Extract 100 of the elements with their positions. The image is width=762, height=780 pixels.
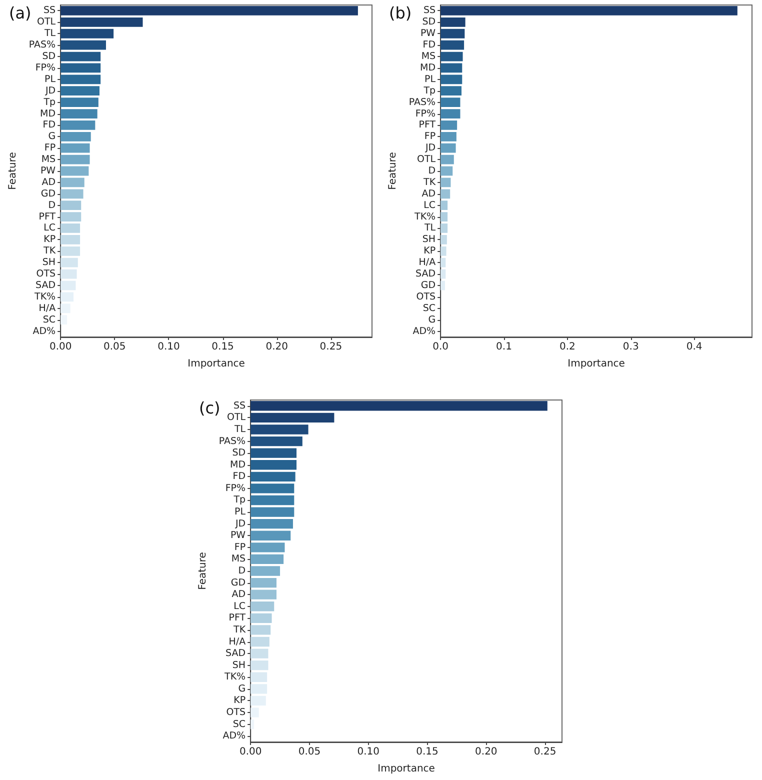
y-tick-label: AD% [32,326,56,337]
y-tick-label: TK% [34,291,56,302]
y-tick-label: D [48,200,56,211]
bar [250,401,548,411]
y-tick-label: KP [424,246,436,257]
y-tick-label: OTL [37,16,56,28]
bar [60,178,84,188]
y-axis-title: Feature [388,152,398,190]
bar [440,98,460,108]
bar [60,292,74,302]
y-tick-label: TL [43,28,56,40]
y-tick-label: SC [422,302,436,314]
bar [250,578,276,588]
bar [60,166,89,176]
y-tick-label: SAD [36,280,56,291]
y-tick-label: SH [42,257,56,268]
x-tick-label: 0.0 [432,342,449,352]
bar [60,212,82,222]
x-tick-label: 0.05 [104,342,126,352]
bar [250,602,274,612]
x-tick-label: 0.15 [416,746,438,758]
x-axis-title: Importance [378,764,435,774]
bar [250,719,254,730]
bar [440,166,453,176]
chart-title: (c) [199,398,220,418]
y-tick-label: FP [234,542,246,553]
y-tick-label: Tp [232,494,246,506]
x-tick-label: 0.00 [49,342,72,352]
bar [250,554,284,564]
y-tick-label: SS [234,400,246,412]
y-tick-label: KP [44,234,56,246]
y-tick-label: SS [424,5,436,16]
bar [440,52,463,62]
y-tick-label: MS [421,51,436,62]
y-tick-label: FP [424,131,436,142]
y-tick-label: SC [42,314,56,326]
bar [60,258,78,268]
y-tick-label: Tp [42,96,56,108]
bar [60,280,76,290]
bar [60,189,84,199]
y-tick-label: JD [44,85,56,96]
bar [440,28,465,38]
y-tick-label: OTL [417,154,436,166]
bar [250,518,293,529]
bar [60,269,77,279]
x-tick-label: 0.25 [320,342,342,352]
y-tick-label: Tp [422,85,436,96]
y-tick-label: G [48,131,56,142]
y-tick-label: D [238,566,246,576]
y-tick-label: PFT [418,120,436,131]
y-tick-label: AD% [222,730,246,742]
y-tick-label: H/A [228,636,246,648]
y-tick-label: PFT [38,211,56,222]
y-tick-label: TK [42,246,56,257]
x-tick-label: 0.10 [158,342,180,352]
bar [60,109,98,118]
y-tick-label: FD [422,40,436,51]
y-tick-label: LC [424,200,436,211]
y-tick-label: H/A [38,302,56,314]
bar [60,28,114,38]
bar [60,246,80,256]
bar [60,17,143,27]
bar [440,132,456,142]
y-tick-label: FP% [225,482,246,494]
y-tick-label: SD [422,16,436,28]
y-tick-label: SAD [226,648,246,660]
y-axis-title: Feature [198,552,208,590]
y-tick-label: OTL [227,412,246,424]
bar [60,74,101,84]
bar [250,530,291,540]
bar [250,696,266,706]
y-tick-label: LC [234,600,246,612]
y-tick-label: MD [230,459,246,470]
bar [250,472,296,482]
y-tick-label: PL [424,74,436,85]
y-tick-label: G [428,314,436,326]
y-tick-label: H/A [418,257,436,268]
bar [440,224,448,233]
x-tick-label: 0.20 [266,342,288,352]
y-tick-label: D [428,166,436,176]
y-tick-label: SC [232,718,246,730]
x-tick-label: 0.15 [212,342,234,352]
bar [60,200,82,210]
bar [60,154,90,164]
y-tick-label: JD [424,142,436,154]
bar [250,566,280,576]
y-tick-label: MD [420,62,436,74]
bar [250,436,302,446]
x-tick-label: 0.2 [559,342,576,352]
bar [60,132,91,142]
bar [440,258,446,268]
x-axis-title: Importance [188,358,245,370]
y-tick-label: AD [42,176,56,188]
bar [250,660,268,670]
bar [250,708,259,718]
bar [250,590,276,600]
y-tick-label: TK% [414,211,436,222]
y-tick-label: TK% [224,672,246,683]
y-tick-label: TK [422,176,436,188]
bar [440,178,451,188]
